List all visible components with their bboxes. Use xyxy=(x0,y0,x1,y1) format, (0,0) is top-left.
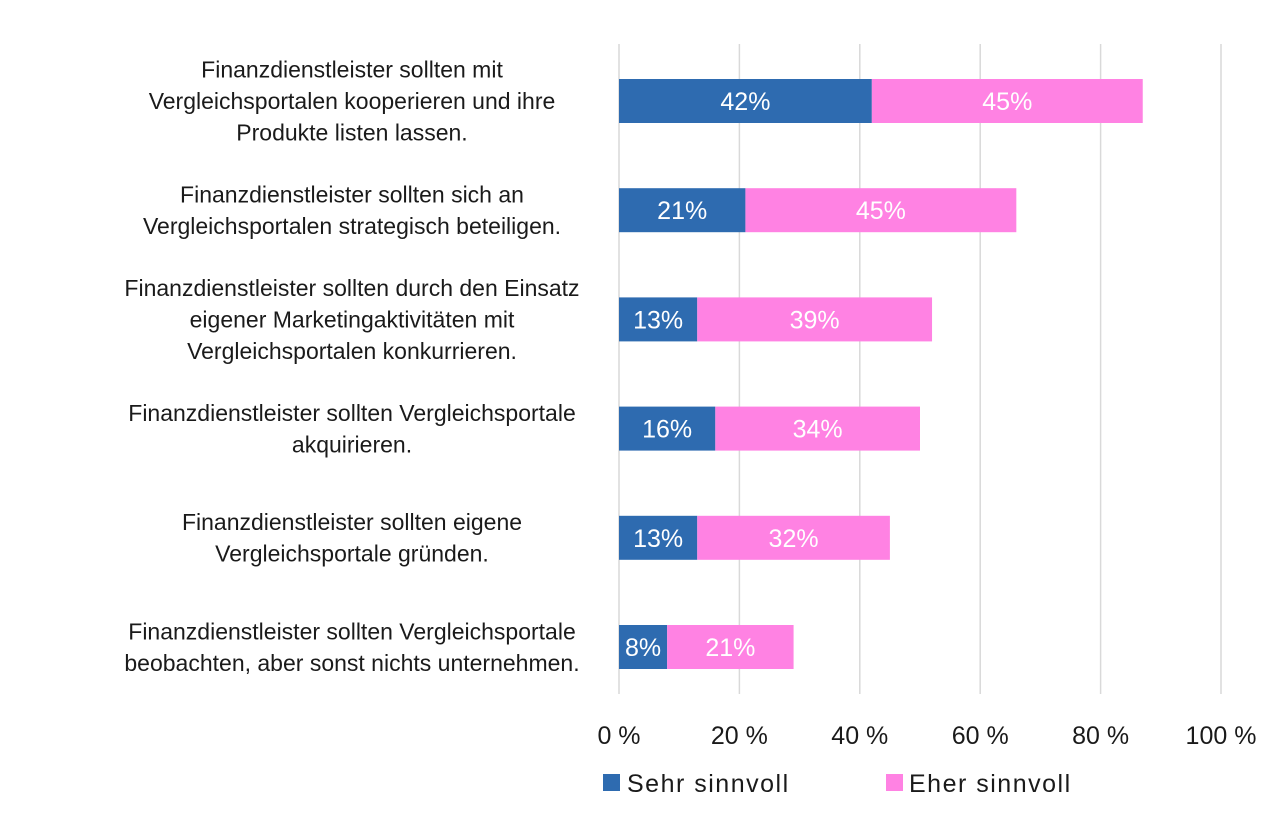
x-tick-label: 20 % xyxy=(711,722,768,750)
bar-sehr-sinnvoll xyxy=(619,297,698,342)
bar-data-label: 45% xyxy=(856,197,906,225)
category-label-line: Produkte listen lassen. xyxy=(236,120,467,146)
category-label: Finanzdienstleister sollten Vergleichspo… xyxy=(128,400,575,458)
bar-data-label: 16% xyxy=(642,416,692,444)
bar-sehr-sinnvoll xyxy=(619,79,872,123)
category-label-line: Finanzdienstleister sollten durch den Ei… xyxy=(124,275,579,301)
bar-data-label: 21% xyxy=(657,197,707,225)
bar-data-label: 42% xyxy=(720,88,770,116)
bar-data-label: 45% xyxy=(982,88,1032,116)
bar-eher-sinnvoll xyxy=(715,406,920,451)
category-label: Finanzdienstleister sollten durch den Ei… xyxy=(124,275,579,364)
category-label-line: beobachten, aber sonst nichts unternehme… xyxy=(124,650,579,676)
x-axis-ticks: 0 % 20 % 40 % 60 % 80 % 100 % xyxy=(597,722,1256,750)
category-label-line: Finanzdienstleister sollten Vergleichspo… xyxy=(128,400,575,426)
legend-item: Sehr sinnvoll xyxy=(603,770,790,798)
category-label-line: Finanzdienstleister sollten mit xyxy=(201,57,503,83)
legend-label: Sehr sinnvoll xyxy=(627,770,790,798)
x-tick-label: 40 % xyxy=(831,722,888,750)
bar-eher-sinnvoll xyxy=(745,188,1017,233)
bar-data-label: 8% xyxy=(625,634,661,662)
x-tick-label: 60 % xyxy=(952,722,1009,750)
x-tick-label: 100 % xyxy=(1186,722,1257,750)
x-tick-label: 80 % xyxy=(1072,722,1129,750)
category-label-line: Finanzdienstleister sollten Vergleichspo… xyxy=(128,618,575,644)
category-label-line: Vergleichsportale gründen. xyxy=(215,541,489,567)
legend-label: Eher sinnvoll xyxy=(909,770,1072,798)
category-label: Finanzdienstleister sollten eigene Vergle… xyxy=(182,509,522,567)
category-labels: Finanzdienstleister sollten mit Vergleich… xyxy=(124,57,579,676)
bar-eher-sinnvoll xyxy=(871,79,1143,123)
category-label-line: Finanzdienstleister sollten sich an xyxy=(180,181,524,207)
bar-eher-sinnvoll xyxy=(697,515,890,560)
bars: 42% 45% 21% 45% 13% 39% 16% 34% 13% 32% 8% 21% xyxy=(619,79,1143,669)
gridlines xyxy=(618,44,1222,694)
bar-sehr-sinnvoll xyxy=(619,515,698,560)
category-label: Finanzdienstleister sollten sich an Vergl… xyxy=(143,181,561,239)
bar-data-label: 39% xyxy=(790,306,840,334)
bar-eher-sinnvoll xyxy=(697,297,933,342)
bar-data-label: 21% xyxy=(705,634,755,662)
legend: Sehr sinnvoll Eher sinnvoll xyxy=(603,770,1072,798)
legend-item: Eher sinnvoll xyxy=(886,770,1072,798)
legend-swatch xyxy=(886,774,903,791)
legend-swatch xyxy=(603,774,620,791)
x-tick-label: 0 % xyxy=(597,722,640,750)
category-label-line: Finanzdienstleister sollten eigene xyxy=(182,509,522,535)
bar-sehr-sinnvoll xyxy=(619,188,746,233)
bar-data-label: 32% xyxy=(769,525,819,553)
category-label-line: Vergleichsportalen konkurrieren. xyxy=(187,338,517,364)
category-label-line: Vergleichsportalen kooperieren und ihre xyxy=(149,88,556,114)
bar-data-label: 13% xyxy=(633,525,683,553)
bar-sehr-sinnvoll xyxy=(619,625,668,669)
bar-data-label: 34% xyxy=(793,416,843,444)
category-label-line: eigener Marketingaktivitäten mit xyxy=(190,306,515,332)
category-label-line: Vergleichsportalen strategisch beteilige… xyxy=(143,213,561,239)
category-label: Finanzdienstleister sollten Vergleichspo… xyxy=(124,618,579,676)
bar-sehr-sinnvoll xyxy=(619,406,716,451)
category-label: Finanzdienstleister sollten mit Vergleich… xyxy=(149,57,556,146)
bar-data-label: 13% xyxy=(633,306,683,334)
category-label-line: akquirieren. xyxy=(292,431,412,457)
bar-eher-sinnvoll xyxy=(667,625,794,669)
